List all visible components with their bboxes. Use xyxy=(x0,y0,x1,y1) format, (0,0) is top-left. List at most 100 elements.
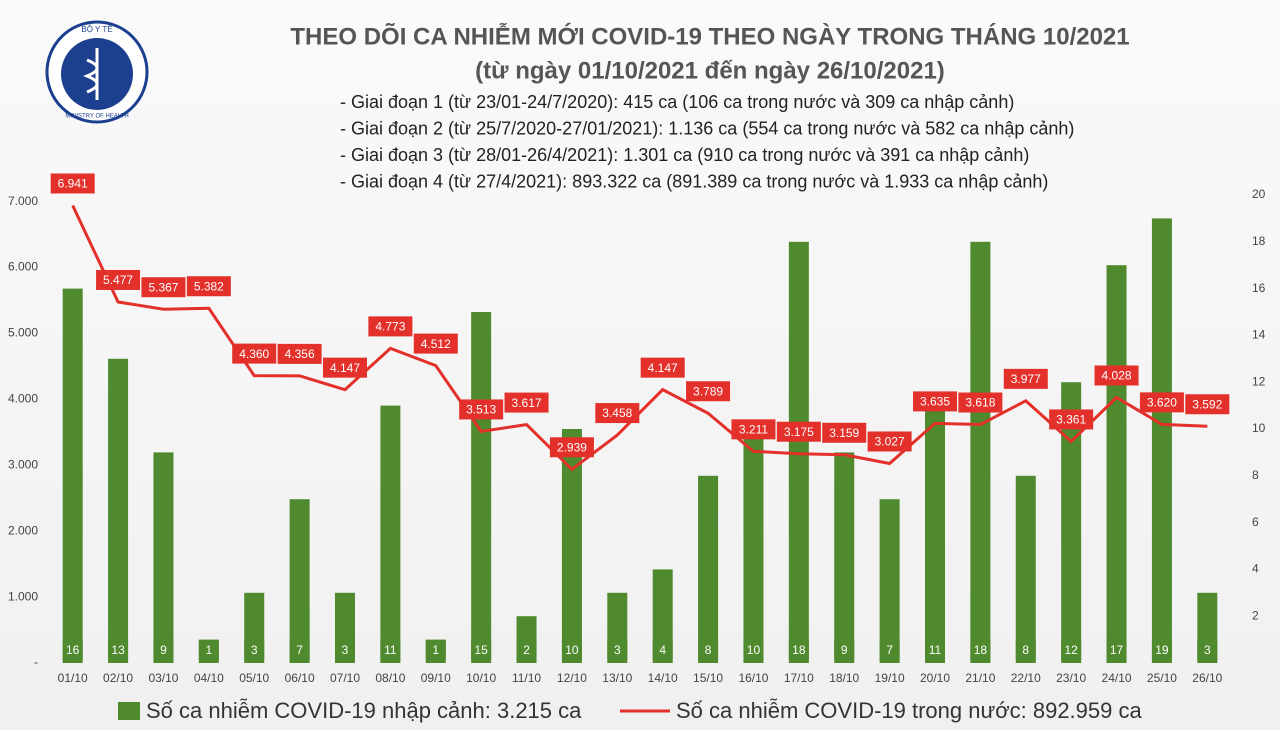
line-label-box xyxy=(141,277,186,298)
line-label: 3.027 xyxy=(875,435,905,449)
x-tick-label: 21/10 xyxy=(965,671,995,685)
bar-label-box xyxy=(698,640,719,660)
bar xyxy=(1106,265,1127,663)
bar-label: 12 xyxy=(1064,643,1078,657)
line-label: 5.477 xyxy=(103,273,133,287)
bar-label: 9 xyxy=(160,643,167,657)
bar xyxy=(108,358,129,663)
bar-label-box xyxy=(335,640,355,660)
bar-label-box xyxy=(561,640,582,660)
bar-label: 18 xyxy=(792,643,806,657)
bar-label: 9 xyxy=(841,643,848,657)
bar xyxy=(743,429,764,663)
bar-label: 3 xyxy=(251,643,258,657)
bar-label: 7 xyxy=(296,643,303,657)
y-tick-label: 1.000 xyxy=(8,589,38,603)
x-tick-label: 22/10 xyxy=(1011,671,1041,685)
bar-label: 16 xyxy=(66,643,80,657)
bar xyxy=(834,452,855,663)
line-label: 3.175 xyxy=(784,425,814,439)
bar-label-box xyxy=(425,640,446,660)
line-label-box xyxy=(504,392,549,413)
bar-label: 10 xyxy=(747,643,761,657)
x-tick-label: 06/10 xyxy=(285,671,315,685)
line-label-box xyxy=(731,419,776,440)
bar-label: 8 xyxy=(705,643,712,657)
x-tick-label: 20/10 xyxy=(920,671,950,685)
x-tick-label: 14/10 xyxy=(648,671,678,685)
line-label: 4.356 xyxy=(285,347,315,361)
line-label-box xyxy=(640,357,685,378)
bar-label-box xyxy=(380,640,401,660)
line-label: 3.592 xyxy=(1192,397,1222,411)
x-tick-label: 07/10 xyxy=(330,671,360,685)
y2-tick-label: 18 xyxy=(1252,234,1266,248)
note: - Giai đoạn 1 (từ 23/01-24/7/2020): 415 … xyxy=(340,92,1014,112)
x-tick-label: 19/10 xyxy=(875,671,905,685)
line-label-box xyxy=(96,269,141,290)
x-tick-label: 24/10 xyxy=(1102,671,1132,685)
line-label: 6.941 xyxy=(58,177,88,191)
y-tick-label: 7.000 xyxy=(8,194,38,208)
legend-label: Số ca nhiễm COVID-19 trong nước: 892.959… xyxy=(676,698,1142,723)
bar-label: 11 xyxy=(384,643,397,657)
bar-label: 2 xyxy=(523,643,530,657)
line-label-box xyxy=(459,399,504,420)
bar-label-box xyxy=(153,640,174,660)
bar-label-box xyxy=(198,640,219,660)
line-label-box xyxy=(686,381,731,402)
y2-tick-label: 4 xyxy=(1252,562,1259,576)
line-label: 3.617 xyxy=(512,396,542,410)
y2-tick-label: 8 xyxy=(1252,468,1259,482)
note: - Giai đoạn 3 (từ 28/01-26/4/2021): 1.30… xyxy=(340,145,1029,165)
bar-label: 3 xyxy=(342,643,349,657)
bar-label-box xyxy=(743,640,764,660)
line-label: 4.773 xyxy=(375,320,405,334)
logo-top: BỘ Y TẾ xyxy=(81,24,112,34)
x-tick-label: 26/10 xyxy=(1192,671,1222,685)
bar-label-box xyxy=(652,640,673,660)
bar xyxy=(289,499,310,663)
bar xyxy=(1015,475,1036,663)
bar-label: 4 xyxy=(659,643,666,657)
logo-bottom: MINISTRY OF HEALTH xyxy=(65,114,128,120)
y2-tick-label: 16 xyxy=(1252,281,1266,295)
chart-title: THEO DÕI CA NHIỄM MỚI COVID-19 THEO NGÀY… xyxy=(290,21,1129,50)
logo-symbol xyxy=(82,48,99,100)
x-tick-label: 17/10 xyxy=(784,671,814,685)
bar-label-box xyxy=(925,640,945,660)
bar-label-box xyxy=(834,640,855,660)
x-tick-label: 02/10 xyxy=(103,671,133,685)
note: - Giai đoạn 4 (từ 27/4/2021): 893.322 ca… xyxy=(340,171,1048,191)
x-tick-label: 11/10 xyxy=(512,671,541,685)
line-label: 3.159 xyxy=(829,426,859,440)
line-label-box xyxy=(277,343,322,364)
line-label: 4.028 xyxy=(1102,369,1132,383)
x-tick-label: 18/10 xyxy=(829,671,859,685)
line-label-box xyxy=(413,333,458,354)
y-tick-label: 5.000 xyxy=(8,326,38,340)
bar-label: 8 xyxy=(1022,643,1029,657)
line-label-box xyxy=(186,276,231,297)
bar-label: 17 xyxy=(1110,643,1124,657)
bar-label: 18 xyxy=(974,643,988,657)
line-label-box xyxy=(913,391,957,412)
bar xyxy=(652,569,673,663)
bar-label-box xyxy=(788,640,809,660)
line-label-box xyxy=(595,403,640,424)
bar-label: 3 xyxy=(614,643,621,657)
bar-label: 7 xyxy=(886,643,893,657)
line-label-box xyxy=(958,392,1003,413)
bar xyxy=(925,405,945,663)
line-label: 5.367 xyxy=(148,280,178,294)
x-tick-label: 05/10 xyxy=(239,671,269,685)
line-label-box xyxy=(1049,409,1094,430)
x-tick-label: 10/10 xyxy=(466,671,496,685)
line-label: 3.620 xyxy=(1147,396,1177,410)
y2-tick-label: 14 xyxy=(1252,328,1266,342)
line-label: 4.147 xyxy=(648,361,678,375)
x-tick-label: 08/10 xyxy=(375,671,405,685)
bar-label-box xyxy=(516,640,537,660)
line-label-box xyxy=(232,343,277,364)
